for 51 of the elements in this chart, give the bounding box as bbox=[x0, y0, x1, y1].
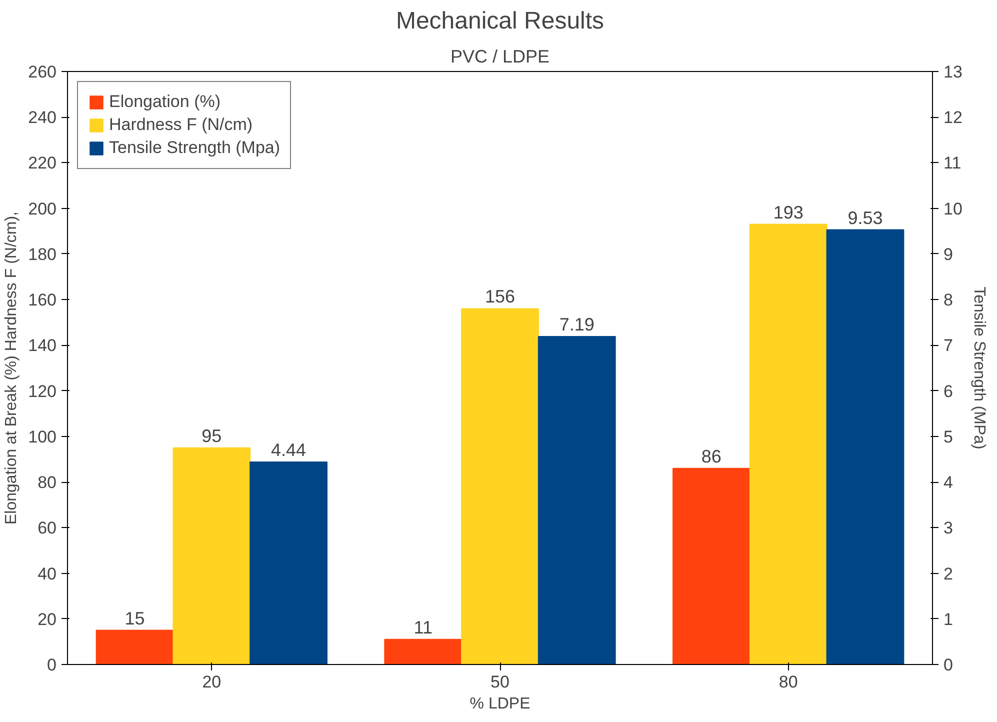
data-label: 11 bbox=[414, 617, 432, 638]
y2-tick-label: 12 bbox=[944, 108, 962, 128]
y2-tick-label: 13 bbox=[944, 62, 962, 82]
data-label: 15 bbox=[124, 608, 145, 628]
y-tick-label: 140 bbox=[28, 336, 57, 356]
y2-tick-label: 1 bbox=[944, 610, 953, 629]
bar bbox=[384, 638, 462, 664]
y-tick-label: 40 bbox=[38, 564, 57, 584]
y2-tick-label: 9 bbox=[944, 244, 953, 264]
y2-tick-label: 3 bbox=[944, 518, 953, 538]
data-label: 7.19 bbox=[559, 314, 594, 335]
x-tick-label: 50 bbox=[490, 672, 510, 692]
y2-tick-label: 8 bbox=[944, 290, 953, 310]
legend-label: Hardness F (N/cm) bbox=[109, 115, 253, 135]
y2-tick-label: 7 bbox=[944, 336, 953, 356]
y-tick-label: 260 bbox=[28, 62, 57, 82]
x-axis-title: % LDPE bbox=[470, 696, 530, 712]
bar bbox=[96, 630, 174, 664]
y-tick-label: 160 bbox=[28, 290, 57, 310]
y-tick-label: 120 bbox=[28, 382, 57, 401]
y2-tick-label: 4 bbox=[944, 473, 953, 492]
y-tick-label: 60 bbox=[38, 518, 57, 538]
data-label: 95 bbox=[202, 426, 222, 446]
y-tick-label: 180 bbox=[28, 244, 57, 264]
y-tick-label: 0 bbox=[47, 656, 57, 674]
x-tick-label: 20 bbox=[202, 672, 222, 692]
y-axis-title: Elongation at Break (%) Hardness F (N/cm), bbox=[3, 211, 20, 524]
y-tick-label: 220 bbox=[28, 154, 57, 173]
chart-title: Mechanical Results bbox=[396, 8, 604, 34]
y-tick-label: 80 bbox=[38, 473, 57, 492]
y-tick-label: 100 bbox=[28, 427, 57, 446]
bar bbox=[672, 468, 750, 664]
data-label: 156 bbox=[484, 286, 516, 307]
y2-tick-label: 6 bbox=[944, 382, 953, 401]
y2-tick-label: 2 bbox=[944, 564, 953, 584]
y-tick-label: 200 bbox=[28, 199, 57, 218]
y-tick-label: 240 bbox=[28, 108, 57, 128]
data-label: 86 bbox=[701, 446, 722, 466]
legend-label: Elongation (%) bbox=[109, 92, 221, 112]
y2-tick-label: 5 bbox=[944, 427, 953, 446]
chart-subtitle: PVC / LDPE bbox=[450, 46, 550, 66]
data-label: 9.53 bbox=[848, 208, 883, 228]
y-tick-label: 20 bbox=[38, 610, 57, 629]
x-tick-label: 80 bbox=[778, 672, 798, 692]
y2-axis-title: Tensile Strength (MPa) bbox=[970, 286, 988, 450]
y2-tick-label: 0 bbox=[944, 656, 953, 674]
y2-tick-label: 10 bbox=[944, 199, 962, 218]
data-label: 4.44 bbox=[271, 440, 306, 460]
data-label: 193 bbox=[773, 202, 804, 222]
legend-label: Tensile Strength (Mpa) bbox=[109, 138, 280, 158]
y2-tick-label: 11 bbox=[944, 154, 962, 173]
